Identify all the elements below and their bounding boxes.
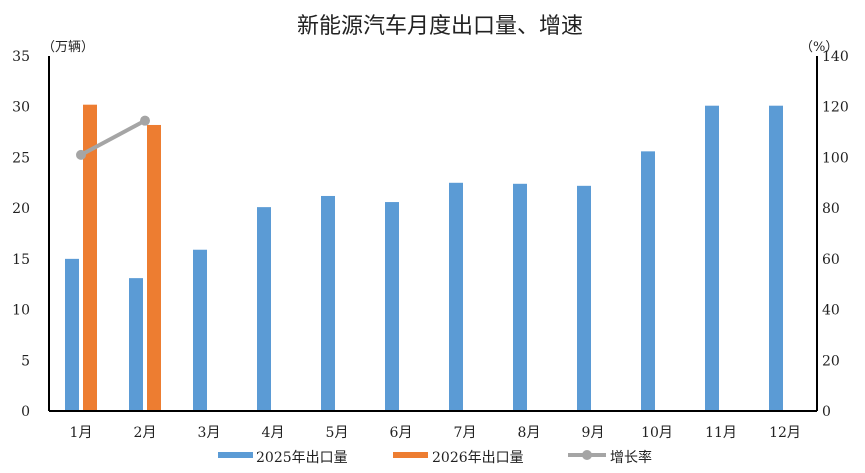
left-tick-label: 25 <box>12 150 30 166</box>
growth-point <box>140 115 150 126</box>
bar-2026 <box>83 104 97 411</box>
growth-point <box>76 149 86 160</box>
x-tick-label: 8月 <box>518 425 541 441</box>
left-tick-label: 0 <box>21 404 30 420</box>
legend-label-growth: 增长率 <box>610 449 652 466</box>
legend-marker-growth <box>582 450 592 460</box>
x-tick-label: 11月 <box>705 425 737 441</box>
x-tick-label: 9月 <box>582 425 605 441</box>
right-tick-label: 40 <box>822 303 840 319</box>
legend-label-2026: 2026年出口量 <box>432 450 524 466</box>
x-tick-label: 3月 <box>198 425 221 441</box>
x-tick-label: 2月 <box>134 425 157 441</box>
x-tick-label: 10月 <box>641 425 673 441</box>
legend: 2025年出口量 2026年出口量 增长率 <box>218 449 652 466</box>
bar-2026 <box>147 124 161 411</box>
right-tick-label: 80 <box>822 201 840 217</box>
bar-2025 <box>769 105 783 411</box>
x-tick-label: 6月 <box>390 425 413 441</box>
right-tick-label: 20 <box>822 353 840 369</box>
x-tick-label: 1月 <box>70 425 93 441</box>
left-tick-label: 10 <box>12 303 30 319</box>
right-tick-label: 0 <box>822 404 831 420</box>
bar-2025 <box>65 258 79 411</box>
bar-2025 <box>257 207 271 411</box>
bar-2025 <box>641 151 655 412</box>
right-tick-label: 100 <box>822 150 849 166</box>
bar-2025 <box>321 195 335 411</box>
left-axis-label: （万辆） <box>42 40 94 55</box>
chart-title: 新能源汽车月度出口量、增速 <box>297 14 583 39</box>
bar-2025 <box>193 249 207 411</box>
right-axis-label: （%） <box>800 40 838 55</box>
right-tick-label: 120 <box>822 100 849 116</box>
right-tick-label: 60 <box>822 252 840 268</box>
x-tick-label: 5月 <box>326 425 349 441</box>
left-tick-label: 5 <box>21 353 30 369</box>
x-tick-label: 4月 <box>262 425 285 441</box>
legend-swatch-2026 <box>393 452 428 458</box>
bar-2025 <box>705 105 719 411</box>
bar-2025 <box>577 185 591 411</box>
bar-2025 <box>513 183 527 411</box>
bar-2025 <box>129 278 143 411</box>
right-tick-label: 140 <box>822 49 849 65</box>
growth-line <box>80 118 146 157</box>
bar-2025 <box>449 182 463 411</box>
left-tick-label: 15 <box>12 252 30 268</box>
left-tick-label: 20 <box>12 201 30 217</box>
legend-swatch-2025 <box>218 452 253 458</box>
bar-2025 <box>385 202 399 411</box>
left-tick-label: 35 <box>12 49 30 65</box>
left-tick-label: 30 <box>12 100 30 116</box>
legend-label-2025: 2025年出口量 <box>256 450 348 466</box>
x-tick-label: 7月 <box>454 425 477 441</box>
x-tick-label: 12月 <box>769 425 801 441</box>
